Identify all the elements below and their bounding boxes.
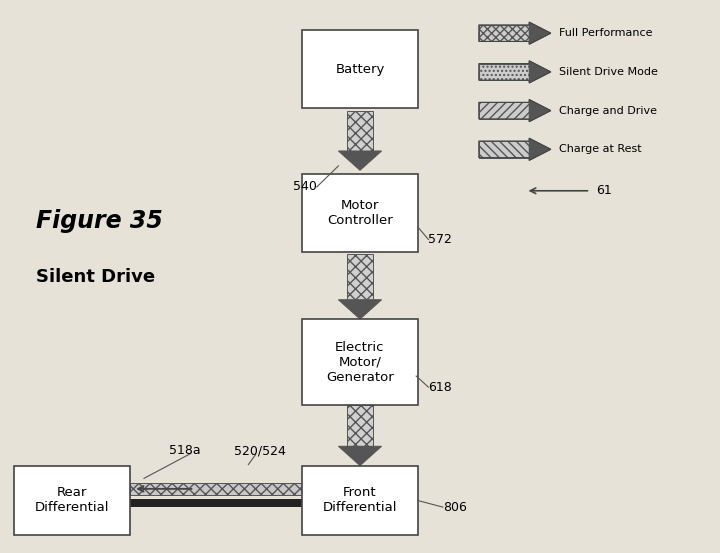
- Polygon shape: [529, 61, 551, 83]
- Text: Figure 35: Figure 35: [36, 209, 163, 233]
- FancyBboxPatch shape: [479, 102, 529, 119]
- FancyBboxPatch shape: [130, 483, 302, 495]
- Text: Rear
Differential: Rear Differential: [35, 487, 109, 514]
- FancyBboxPatch shape: [130, 499, 302, 506]
- Text: Full Performance: Full Performance: [559, 28, 653, 38]
- Polygon shape: [347, 111, 373, 151]
- Text: Charge and Drive: Charge and Drive: [559, 106, 657, 116]
- Polygon shape: [347, 254, 373, 300]
- Polygon shape: [529, 138, 551, 160]
- Polygon shape: [347, 405, 373, 446]
- Text: Silent Drive Mode: Silent Drive Mode: [559, 67, 658, 77]
- FancyBboxPatch shape: [302, 30, 418, 108]
- FancyBboxPatch shape: [479, 25, 529, 41]
- FancyBboxPatch shape: [302, 466, 418, 535]
- Text: Motor
Controller: Motor Controller: [327, 199, 393, 227]
- FancyBboxPatch shape: [14, 466, 130, 535]
- Polygon shape: [338, 151, 382, 170]
- Text: 540: 540: [293, 180, 317, 194]
- Text: 61: 61: [596, 184, 612, 197]
- Text: Front
Differential: Front Differential: [323, 487, 397, 514]
- Polygon shape: [338, 446, 382, 466]
- Text: 518a: 518a: [169, 444, 201, 457]
- Text: Battery: Battery: [336, 62, 384, 76]
- Polygon shape: [338, 300, 382, 319]
- Polygon shape: [529, 22, 551, 44]
- Text: 572: 572: [428, 233, 452, 246]
- Text: Silent Drive: Silent Drive: [36, 268, 155, 285]
- Text: Electric
Motor/
Generator: Electric Motor/ Generator: [326, 341, 394, 384]
- FancyBboxPatch shape: [302, 320, 418, 405]
- FancyBboxPatch shape: [302, 174, 418, 252]
- Text: Charge at Rest: Charge at Rest: [559, 144, 642, 154]
- Polygon shape: [529, 100, 551, 122]
- Text: 618: 618: [428, 380, 452, 394]
- Text: 520/524: 520/524: [234, 444, 286, 457]
- FancyBboxPatch shape: [479, 64, 529, 80]
- FancyBboxPatch shape: [479, 141, 529, 158]
- Text: 806: 806: [443, 500, 467, 514]
